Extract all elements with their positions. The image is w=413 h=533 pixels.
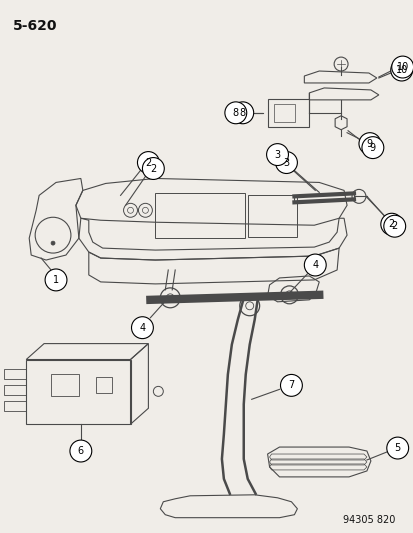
Text: 7: 7: [287, 381, 294, 390]
Circle shape: [304, 254, 325, 276]
Circle shape: [45, 269, 67, 291]
Text: 4: 4: [139, 322, 145, 333]
Text: 2: 2: [145, 158, 151, 167]
Text: 94305 820: 94305 820: [342, 515, 394, 524]
Circle shape: [275, 151, 297, 173]
Text: 4: 4: [311, 260, 318, 270]
Circle shape: [280, 375, 301, 397]
Text: 9: 9: [366, 139, 372, 149]
Text: 10: 10: [394, 65, 407, 75]
Text: 1: 1: [53, 275, 59, 285]
Text: 6: 6: [78, 446, 84, 456]
Circle shape: [70, 440, 92, 462]
Text: 10: 10: [396, 62, 408, 72]
Circle shape: [266, 144, 288, 166]
Circle shape: [131, 317, 153, 338]
Circle shape: [224, 102, 246, 124]
Text: 8: 8: [232, 108, 238, 118]
Text: 2: 2: [391, 221, 397, 231]
Circle shape: [142, 158, 164, 180]
Text: 9: 9: [369, 143, 375, 152]
Circle shape: [361, 136, 383, 158]
Circle shape: [358, 133, 380, 155]
Circle shape: [386, 437, 408, 459]
Text: 5: 5: [394, 443, 400, 453]
Text: 3: 3: [274, 150, 280, 159]
Circle shape: [51, 241, 55, 245]
Circle shape: [383, 215, 405, 237]
Circle shape: [380, 213, 402, 235]
Circle shape: [390, 59, 412, 81]
Circle shape: [231, 102, 253, 124]
Text: 2: 2: [150, 164, 156, 174]
Circle shape: [391, 56, 413, 78]
Text: 3: 3: [283, 158, 289, 167]
Text: 5-620: 5-620: [13, 19, 58, 33]
Text: 8: 8: [239, 108, 245, 118]
Text: 2: 2: [388, 219, 394, 229]
Circle shape: [137, 151, 159, 173]
